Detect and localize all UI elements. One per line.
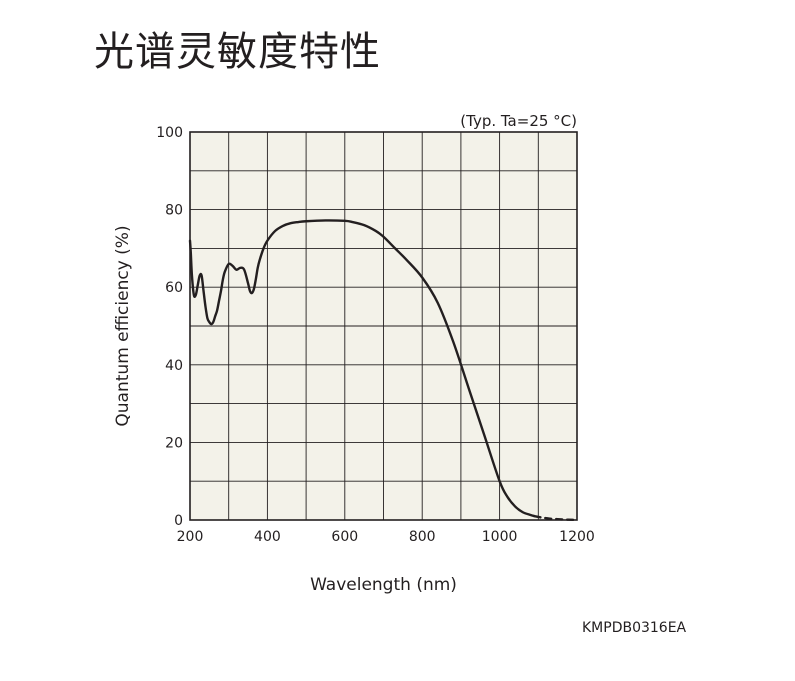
x-tick-label: 1000 <box>482 529 518 545</box>
page-title: 光谱灵敏度特性 <box>94 29 381 75</box>
x-axis-label: Wavelength (nm) <box>310 575 457 595</box>
conditions-annotation: (Typ. Ta=25 °C) <box>460 112 577 130</box>
y-axis-label: Quantum efficiency (%) <box>113 225 133 426</box>
y-tick-label: 100 <box>156 125 183 141</box>
y-tick-label: 80 <box>165 203 183 219</box>
x-tick-label: 1200 <box>559 529 595 545</box>
series-line <box>188 219 536 518</box>
x-tick-label: 800 <box>409 529 436 545</box>
y-tick-label: 60 <box>165 280 183 296</box>
x-tick-label: 600 <box>331 529 358 545</box>
x-tick-label: 400 <box>254 529 281 545</box>
grid-lines <box>190 132 577 520</box>
x-tick-label: 200 <box>177 529 204 545</box>
y-tick-label: 0 <box>174 513 183 529</box>
plot-frame <box>189 131 578 521</box>
y-tick-label: 40 <box>165 358 183 374</box>
figure-code: KMPDB0316EA <box>582 620 687 636</box>
y-tick-label: 20 <box>165 435 183 451</box>
tick-labels: 200 400 600 800 1000 1200 0 20 40 60 80 100 <box>156 125 595 545</box>
